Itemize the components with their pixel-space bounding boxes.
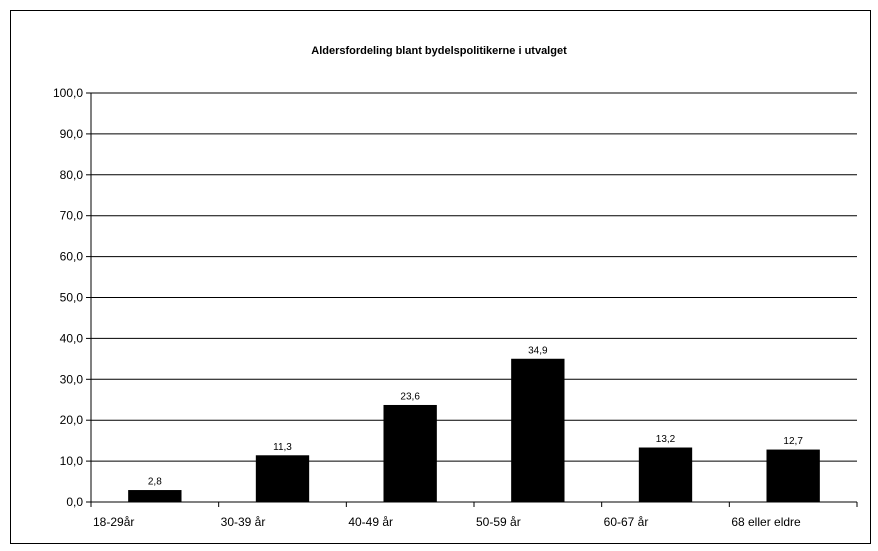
y-tick-label: 10,0 bbox=[60, 454, 84, 468]
y-tick-label: 60,0 bbox=[60, 250, 84, 264]
bar bbox=[638, 447, 693, 503]
x-tick-label: 68 eller eldre bbox=[731, 515, 801, 529]
y-tick-label: 30,0 bbox=[60, 372, 84, 386]
data-label: 11,3 bbox=[273, 442, 292, 453]
bar bbox=[766, 449, 820, 503]
x-tick-label: 50-59 år bbox=[476, 515, 521, 529]
bar bbox=[255, 455, 310, 503]
bar bbox=[383, 404, 437, 503]
y-tick-label: 50,0 bbox=[60, 291, 84, 305]
y-tick-label: 40,0 bbox=[60, 331, 84, 345]
x-tick-label: 40-49 år bbox=[348, 515, 393, 529]
x-tick-label: 60-67 år bbox=[604, 515, 649, 529]
bar bbox=[128, 490, 182, 503]
x-tick-label: 18-29år bbox=[93, 515, 134, 529]
y-tick-label: 90,0 bbox=[60, 127, 84, 141]
y-tick-label: 20,0 bbox=[60, 413, 84, 427]
data-label: 13,2 bbox=[656, 434, 676, 445]
data-label: 12,7 bbox=[783, 436, 803, 447]
x-tick-label: 30-39 år bbox=[221, 515, 266, 529]
y-tick-label: 80,0 bbox=[60, 168, 84, 182]
y-tick-label: 70,0 bbox=[60, 209, 84, 223]
bar bbox=[511, 358, 565, 503]
data-label: 2,8 bbox=[148, 477, 162, 488]
data-label: 23,6 bbox=[400, 391, 420, 402]
chart-title: Aldersfordeling blant bydelspolitikerne … bbox=[311, 45, 567, 57]
chart-frame bbox=[10, 10, 871, 544]
y-tick-label: 100,0 bbox=[53, 86, 83, 100]
y-tick-label: 0,0 bbox=[66, 495, 83, 509]
data-label: 34,9 bbox=[528, 345, 548, 356]
